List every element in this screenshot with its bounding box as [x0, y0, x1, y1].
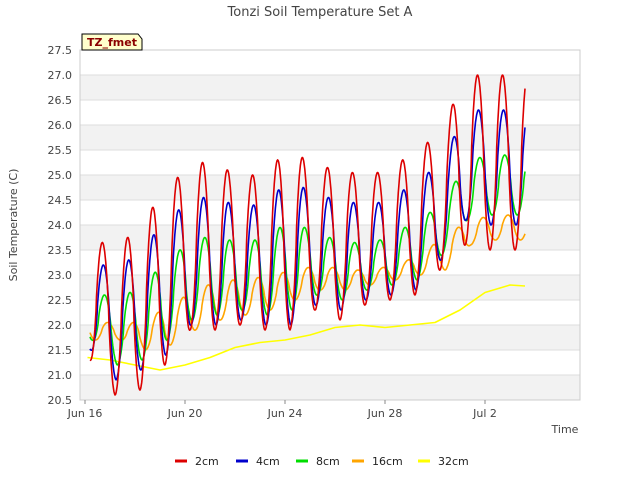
- y-tick-label: 20.5: [48, 394, 73, 407]
- series-line-8cm: [89, 154, 526, 366]
- series-layer: [87, 74, 526, 396]
- y-tick-label: 24.5: [48, 194, 73, 207]
- y-tick-label: 21.0: [48, 369, 73, 382]
- series-line-32cm: [87, 284, 526, 371]
- y-tick-labels: 20.5 21.0 21.5 22.0 22.5 23.0 23.5 24.0 24.5 25.0…: [48, 44, 73, 407]
- plot-band: [80, 125, 580, 150]
- x-tick-label: Jun 28: [367, 407, 403, 420]
- legend-label-16cm: 16cm: [372, 455, 403, 468]
- y-tick-label: 25.0: [48, 169, 73, 182]
- site-badge-label: TZ_fmet: [87, 36, 137, 49]
- legend: 2cm 4cm 8cm 16cm 32cm: [175, 455, 469, 468]
- y-tick-label: 23.0: [48, 269, 73, 282]
- y-tick-label: 26.5: [48, 94, 73, 107]
- legend-label-8cm: 8cm: [316, 455, 340, 468]
- x-tick-label: Jun 16: [67, 407, 103, 420]
- site-badge-box: [81, 33, 143, 51]
- x-tick-label: Jun 20: [167, 407, 203, 420]
- y-tick-label: 27.5: [48, 44, 73, 57]
- series-line-2cm: [89, 74, 526, 396]
- y-tick-label: 24.0: [48, 219, 73, 232]
- y-tick-label: 27.0: [48, 69, 73, 82]
- plot-band: [80, 275, 580, 300]
- y-tick-label: 21.5: [48, 344, 73, 357]
- x-tick-labels: Jun 16 Jun 20 Jun 24 Jun 28 Jul 2: [67, 400, 497, 420]
- y-tick-label: 23.5: [48, 244, 73, 257]
- plot-frame: [79, 49, 581, 401]
- y-tick-label: 26.0: [48, 119, 73, 132]
- plot-band: [80, 75, 580, 100]
- legend-label-32cm: 32cm: [438, 455, 469, 468]
- x-tick-label: Jul 2: [472, 407, 497, 420]
- y-tick-label: 25.5: [48, 144, 73, 157]
- x-axis-label: Time: [551, 423, 579, 436]
- y-tick-label: 22.0: [48, 319, 73, 332]
- plot-band: [80, 375, 580, 400]
- x-tick-label: Jun 24: [267, 407, 303, 420]
- legend-label-4cm: 4cm: [256, 455, 280, 468]
- y-axis-label: Soil Temperature (C): [7, 169, 20, 282]
- y-tick-label: 22.5: [48, 294, 73, 307]
- legend-label-2cm: 2cm: [195, 455, 219, 468]
- chart-title: Tonzi Soil Temperature Set A: [227, 5, 413, 20]
- site-badge: TZ_fmet: [81, 33, 143, 51]
